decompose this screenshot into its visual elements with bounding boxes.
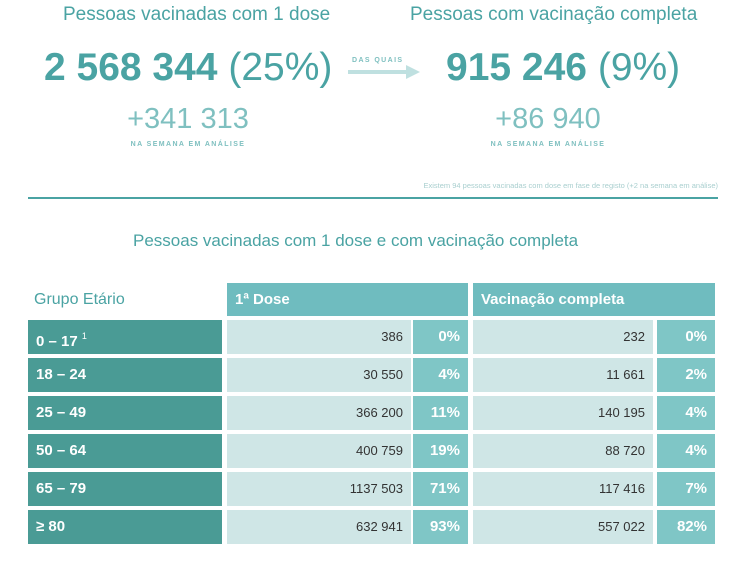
complete-count: 557 022: [473, 510, 653, 544]
dose1-pct: 0%: [413, 320, 468, 354]
complete-value: 915 246: [446, 46, 587, 89]
complete-delta: +86 940: [495, 103, 601, 135]
table-row: 65 – 79 1137 503 71% 117 416 7%: [28, 472, 718, 506]
age-label: 0 – 17: [36, 333, 78, 350]
age-cell: 65 – 79: [28, 472, 222, 506]
first-dose-value-block: 2 568 344 (25%): [44, 46, 332, 90]
table-row: 0 – 17 1 386 0% 232 0%: [28, 320, 718, 354]
dose1-count: 400 759: [227, 434, 411, 468]
first-dose-title: Pessoas vacinadas com 1 dose: [63, 4, 331, 25]
dose1-pct: 4%: [413, 358, 468, 392]
arrow-right-icon: [348, 65, 420, 79]
dose1-count: 1137 503: [227, 472, 411, 506]
header-first-dose: 1ª Dose: [227, 283, 468, 316]
age-cell: 25 – 49: [28, 396, 222, 430]
first-dose-delta: +341 313: [127, 103, 249, 135]
first-dose-delta-label: NA SEMANA EM ANÁLISE: [130, 141, 246, 148]
age-cell: 50 – 64: [28, 434, 222, 468]
header-complete: Vacinação completa: [473, 283, 715, 316]
complete-count: 232: [473, 320, 653, 354]
dose1-pct: 19%: [413, 434, 468, 468]
table-row: 50 – 64 400 759 19% 88 720 4%: [28, 434, 718, 468]
dose1-count: 30 550: [227, 358, 411, 392]
dose1-count: 366 200: [227, 396, 411, 430]
complete-pct: 7%: [657, 472, 715, 506]
dose1-pct: 11%: [413, 396, 468, 430]
table-title: Pessoas vacinadas com 1 dose e com vacin…: [133, 231, 579, 250]
complete-pct: 0%: [657, 320, 715, 354]
dose1-count: 632 941: [227, 510, 411, 544]
footnote-marker: 1: [81, 331, 87, 341]
age-cell: 18 – 24: [28, 358, 222, 392]
complete-count: 88 720: [473, 434, 653, 468]
complete-title: Pessoas com vacinação completa: [410, 4, 698, 25]
age-cell: ≥ 80: [28, 510, 222, 544]
dose1-pct: 71%: [413, 472, 468, 506]
section-divider: [28, 197, 718, 199]
table-row: ≥ 80 632 941 93% 557 022 82%: [28, 510, 718, 544]
complete-count: 117 416: [473, 472, 653, 506]
complete-pct: 4%: [657, 434, 715, 468]
first-dose-value: 2 568 344: [44, 46, 218, 89]
dose1-count: 386: [227, 320, 411, 354]
table-row: 25 – 49 366 200 11% 140 195 4%: [28, 396, 718, 430]
arrow-link-label: DAS QUAIS: [352, 57, 404, 64]
first-dose-pct: (25%): [228, 46, 333, 89]
complete-delta-label: NA SEMANA EM ANÁLISE: [490, 141, 606, 148]
complete-pct: 82%: [657, 510, 715, 544]
complete-value-block: 915 246 (9%): [446, 46, 680, 90]
complete-pct: (9%): [597, 46, 681, 89]
complete-count: 140 195: [473, 396, 653, 430]
header-age-group: Grupo Etário: [34, 291, 125, 308]
registration-note: Existem 94 pessoas vacinadas com dose em…: [423, 181, 718, 190]
complete-pct: 2%: [657, 358, 715, 392]
dose1-pct: 93%: [413, 510, 468, 544]
complete-count: 11 661: [473, 358, 653, 392]
complete-pct: 4%: [657, 396, 715, 430]
age-cell: 0 – 17 1: [28, 320, 222, 354]
table-row: 18 – 24 30 550 4% 11 661 2%: [28, 358, 718, 392]
